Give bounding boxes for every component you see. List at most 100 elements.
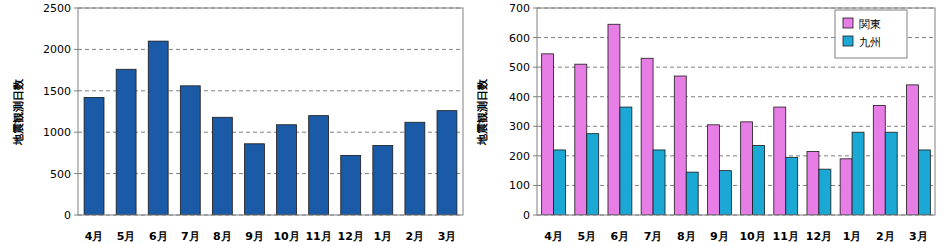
tick-mark [533,155,537,156]
plot-background [78,8,463,215]
y-tick-label: 0 [523,209,530,222]
bar [819,169,831,215]
plot-frame [78,8,463,215]
bar [373,145,393,215]
bar [309,116,329,215]
bar [437,111,457,215]
x-tick-label: 6月 [149,230,168,243]
x-tick-label: 3月 [909,230,928,243]
tick-mark [533,185,537,186]
y-tick-label: 500 [50,168,71,181]
plot-background [537,8,935,215]
x-tick-label: 4月 [85,230,104,243]
x-tick-label: 3月 [438,230,457,243]
legend: 関東九州 [835,10,907,58]
bar [686,172,698,215]
tick-mark [74,215,78,216]
bar [741,122,753,215]
chart: 01002003004005006007004月5月6月7月8月9月10月11月… [476,2,935,243]
tick-mark [533,215,537,216]
y-axis-label: 地震観測日数 [12,78,25,146]
tick-mark [533,8,537,9]
bar [620,107,632,215]
y-tick-label: 2500 [43,2,71,15]
y-axis-label: 地震観測日数 [476,78,489,146]
bar [245,144,265,215]
x-tick-label: 2月 [876,230,895,243]
bar [674,76,686,215]
bar [641,58,653,215]
x-tick-label: 1月 [373,230,392,243]
x-tick-label: 8月 [677,230,696,243]
bar [786,157,798,215]
bar [918,150,930,215]
bar [906,85,918,215]
chart: 050010001500200025004月5月6月7月8月9月10月11月12… [12,2,463,243]
legend-label: 九州 [859,36,881,49]
x-tick-label: 1月 [843,230,862,243]
x-tick-label: 11月 [305,230,331,243]
bar [542,54,554,215]
x-tick-label: 7月 [181,230,200,243]
bar [840,159,852,215]
x-tick-label: 9月 [710,230,729,243]
tick-mark [533,126,537,127]
y-tick-label: 400 [509,91,530,104]
bar [608,24,620,215]
y-tick-label: 1500 [43,85,71,98]
y-tick-label: 600 [509,32,530,45]
x-tick-label: 5月 [117,230,136,243]
bar [852,132,864,215]
tick-mark [74,8,78,9]
tick-mark [533,67,537,68]
bar [807,151,819,215]
bar [405,122,425,215]
bar [653,150,665,215]
bar [719,171,731,215]
grid-line [78,49,463,50]
bar [84,97,104,215]
tick-mark [533,96,537,97]
bar [885,132,897,215]
bar [707,125,719,215]
y-tick-label: 200 [509,150,530,163]
y-tick-label: 300 [509,120,530,133]
figure: 050010001500200025004月5月6月7月8月9月10月11月12… [0,0,951,246]
tick-mark [74,49,78,50]
bar [587,134,599,215]
x-tick-label: 11月 [773,230,799,243]
bar [180,86,200,215]
bar [341,155,361,215]
x-tick-label: 12月 [806,230,832,243]
grid-line [537,67,935,68]
y-tick-label: 0 [64,209,71,222]
tick-mark [533,37,537,38]
x-tick-label: 2月 [406,230,425,243]
bar [575,64,587,215]
bar [277,125,297,215]
bar [774,107,786,215]
x-tick-label: 6月 [611,230,630,243]
bars [84,41,457,215]
tick-mark [74,90,78,91]
plot-frame [537,8,935,215]
x-tick-label: 9月 [245,230,264,243]
legend-label: 関東 [859,18,881,31]
y-tick-label: 1000 [43,126,71,139]
x-tick-label: 10月 [273,230,299,243]
tick-mark [74,173,78,174]
grid-line [537,96,935,97]
x-tick-label: 7月 [644,230,663,243]
legend-swatch [843,36,853,46]
bar [873,106,885,215]
y-tick-label: 2000 [43,43,71,56]
x-tick-label: 4月 [544,230,563,243]
y-tick-label: 100 [509,179,530,192]
x-tick-label: 5月 [577,230,596,243]
bar [554,150,566,215]
x-tick-label: 8月 [213,230,232,243]
bar [148,41,168,215]
legend-box [835,10,907,58]
tick-mark [74,132,78,133]
legend-swatch [843,18,853,28]
